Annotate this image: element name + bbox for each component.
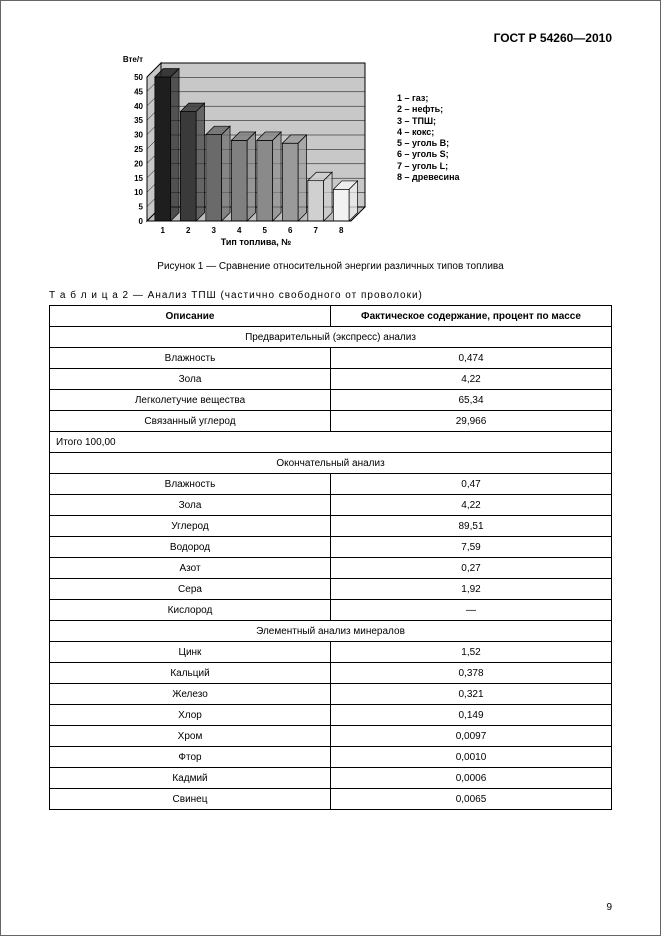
svg-text:Вте/т: Вте/т — [123, 55, 143, 64]
legend-item: 5 – уголь В; — [397, 138, 460, 149]
row-value: 29,966 — [331, 411, 612, 432]
page: ГОСТ Р 54260—2010 05101520253035404550Вт… — [0, 0, 661, 936]
row-label: Зола — [50, 369, 331, 390]
table-header-left: Описание — [50, 306, 331, 327]
svg-text:5: 5 — [263, 226, 268, 235]
row-value: 0,0065 — [331, 789, 612, 810]
svg-text:45: 45 — [134, 87, 143, 96]
svg-text:10: 10 — [134, 188, 143, 197]
legend-item: 7 – уголь L; — [397, 161, 460, 172]
row-value: 0,0006 — [331, 768, 612, 789]
svg-text:35: 35 — [134, 116, 143, 125]
row-label: Зола — [50, 495, 331, 516]
analysis-table: Описание Фактическое содержание, процент… — [49, 305, 612, 810]
svg-text:8: 8 — [339, 226, 344, 235]
row-value: 0,321 — [331, 684, 612, 705]
row-value: 0,149 — [331, 705, 612, 726]
svg-text:20: 20 — [134, 159, 143, 168]
legend-item: 6 – уголь S; — [397, 149, 460, 160]
svg-text:40: 40 — [134, 102, 143, 111]
row-value: 0,47 — [331, 474, 612, 495]
row-value: 65,34 — [331, 390, 612, 411]
svg-text:0: 0 — [139, 217, 144, 226]
bar-chart: 05101520253035404550Вте/т12345678Тип топ… — [109, 51, 379, 251]
svg-text:4: 4 — [237, 226, 242, 235]
chart-legend: 1 – газ;2 – нефть;3 – ТПШ;4 – кокс;5 – у… — [397, 93, 460, 183]
svg-text:50: 50 — [134, 73, 143, 82]
row-label: Влажность — [50, 348, 331, 369]
row-label: Железо — [50, 684, 331, 705]
svg-text:5: 5 — [139, 203, 144, 212]
row-label: Легколетучие вещества — [50, 390, 331, 411]
legend-item: 4 – кокс; — [397, 127, 460, 138]
row-label: Водород — [50, 537, 331, 558]
row-value: 7,59 — [331, 537, 612, 558]
svg-text:7: 7 — [314, 226, 319, 235]
document-id: ГОСТ Р 54260—2010 — [49, 31, 612, 45]
figure-block: 05101520253035404550Вте/т12345678Тип топ… — [109, 51, 612, 251]
page-number: 9 — [606, 902, 612, 913]
legend-item: 8 – древесина — [397, 172, 460, 183]
row-value: 1,92 — [331, 579, 612, 600]
svg-text:1: 1 — [161, 226, 166, 235]
svg-text:3: 3 — [212, 226, 217, 235]
row-label: Цинк — [50, 642, 331, 663]
svg-text:30: 30 — [134, 131, 143, 140]
section-title: Окончательный анализ — [50, 453, 612, 474]
legend-item: 3 – ТПШ; — [397, 116, 460, 127]
row-value: 89,51 — [331, 516, 612, 537]
row-label: Влажность — [50, 474, 331, 495]
legend-item: 2 – нефть; — [397, 104, 460, 115]
row-label: Кальций — [50, 663, 331, 684]
table-header-right: Фактическое содержание, процент по массе — [331, 306, 612, 327]
row-value: — — [331, 600, 612, 621]
legend-item: 1 – газ; — [397, 93, 460, 104]
row-value: 0,0097 — [331, 726, 612, 747]
row-label: Свинец — [50, 789, 331, 810]
row-value: 0,378 — [331, 663, 612, 684]
row-value: 4,22 — [331, 495, 612, 516]
row-value: 1,52 — [331, 642, 612, 663]
svg-text:15: 15 — [134, 174, 143, 183]
row-value: 0,474 — [331, 348, 612, 369]
row-value: 0,27 — [331, 558, 612, 579]
row-label: Азот — [50, 558, 331, 579]
row-value: 4,22 — [331, 369, 612, 390]
svg-text:Тип топлива, №: Тип топлива, № — [221, 237, 292, 247]
svg-text:2: 2 — [186, 226, 191, 235]
row-label: Связанный углерод — [50, 411, 331, 432]
row-label: Кислород — [50, 600, 331, 621]
row-label: Углерод — [50, 516, 331, 537]
row-label: Кадмий — [50, 768, 331, 789]
section-title: Предварительный (экспресс) анализ — [50, 327, 612, 348]
svg-text:25: 25 — [134, 145, 143, 154]
section-footer: Итого 100,00 — [50, 432, 612, 453]
row-label: Сера — [50, 579, 331, 600]
row-label: Хром — [50, 726, 331, 747]
section-title: Элементный анализ минералов — [50, 621, 612, 642]
row-value: 0,0010 — [331, 747, 612, 768]
row-label: Фтор — [50, 747, 331, 768]
svg-text:6: 6 — [288, 226, 293, 235]
row-label: Хлор — [50, 705, 331, 726]
table-title: Т а б л и ц а 2 — Анализ ТПШ (частично с… — [49, 290, 612, 301]
figure-caption: Рисунок 1 — Сравнение относительной энер… — [49, 261, 612, 272]
